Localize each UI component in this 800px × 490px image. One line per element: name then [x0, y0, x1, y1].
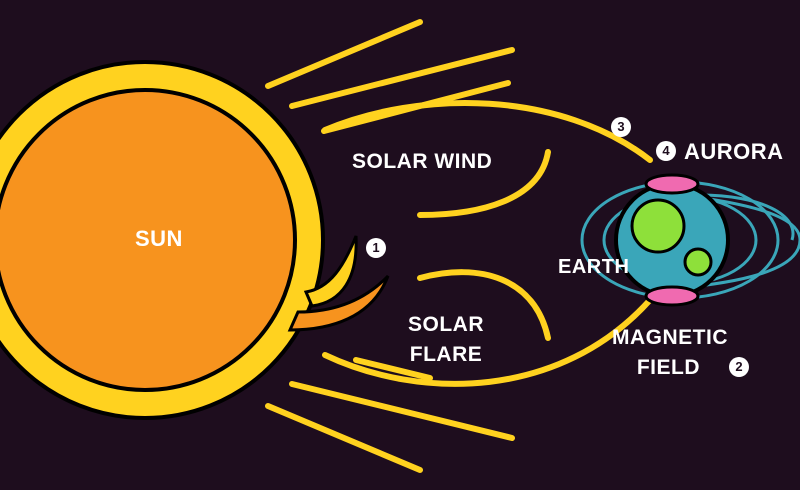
solar-flare-label-line2: FLARE [409, 343, 483, 366]
wind-path-top [322, 99, 653, 163]
wind-streak [289, 381, 515, 441]
wind-curve-inner-top [417, 149, 551, 218]
wind-streak [353, 357, 433, 381]
field-line [659, 190, 800, 292]
solar-flare-label-line1: SOLAR [408, 313, 484, 336]
wind-streaks-top [265, 19, 515, 134]
wind-streak [289, 47, 515, 109]
wind-streaks-bottom [265, 357, 515, 473]
wind-streak [265, 403, 423, 473]
magnetic-field-label: MAGNETIC FIELD [612, 323, 728, 383]
magnetic-field-label-line1: MAGNETIC [612, 326, 728, 349]
magnetic-field-label-line2: FIELD [636, 356, 700, 379]
solar-wind-label: SOLAR WIND [352, 150, 493, 173]
earth-continent [630, 198, 686, 254]
sun-core [0, 88, 297, 392]
wind-path-bottom [322, 297, 653, 387]
badge-flare: 1 [366, 238, 386, 258]
field-line [699, 193, 795, 241]
aurora-label: AURORA [684, 139, 784, 164]
badge-wind-arrival: 3 [611, 117, 631, 137]
wind-curve-inner-bottom [417, 269, 551, 341]
solar-flare-outer [287, 274, 390, 332]
wind-streak [265, 19, 423, 89]
badge-magnetic-field: 2 [729, 357, 749, 377]
solar-flare-label: SOLAR FLARE [408, 310, 484, 370]
earth-label: EARTH [558, 256, 630, 278]
solar-flare-inner [303, 235, 358, 308]
aurora-north [644, 173, 700, 195]
badge-aurora: 4 [656, 141, 676, 161]
earth-continent [683, 247, 713, 277]
sun-label: SUN [135, 226, 183, 251]
aurora-south [644, 285, 700, 307]
